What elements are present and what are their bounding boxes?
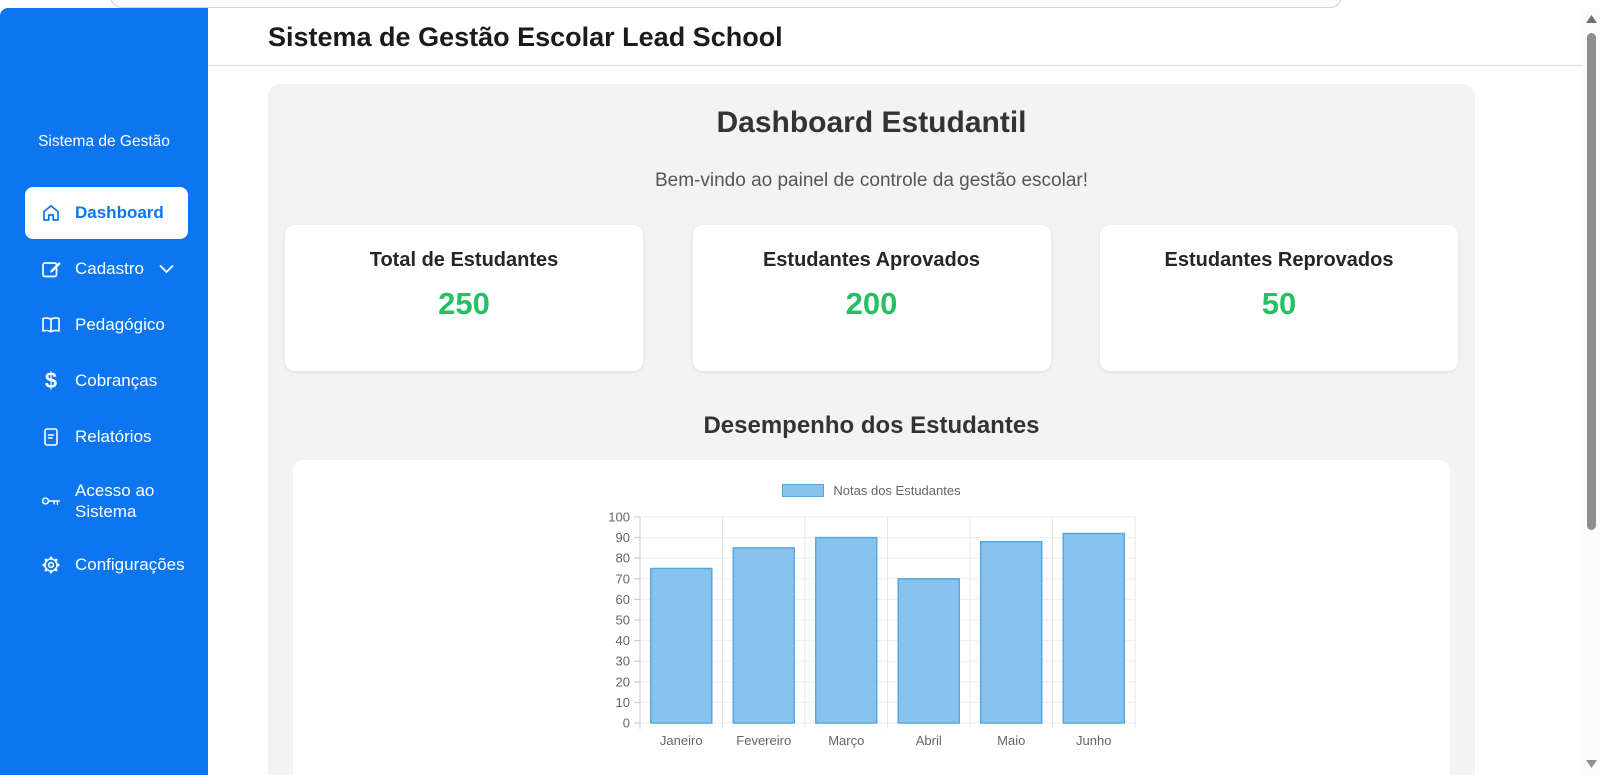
svg-text:60: 60: [615, 592, 629, 607]
avatar: [63, 27, 150, 114]
sidebar-brand: Sistema de Gestão: [38, 133, 170, 150]
sidebar-item-label: Cobranças: [75, 371, 158, 391]
sidebar-item-dashboard[interactable]: Dashboard: [25, 187, 188, 239]
chart-heading: Desempenho dos Estudantes: [703, 412, 1040, 439]
vertical-scrollbar[interactable]: [1583, 8, 1600, 775]
chart-canvas: 0 10 20 30 40 50 60 70 80 90 100 Janeiro Fevereiro Ma…: [608, 510, 1135, 748]
sidebar-menu: Dashboard Cadastro: [0, 187, 208, 591]
sidebar-item-label: Pedagógico: [75, 315, 165, 335]
sidebar-item-configuracoes[interactable]: Configurações: [0, 539, 208, 591]
scrollbar-thumb[interactable]: [1587, 33, 1596, 530]
page-header: Sistema de Gestão Escolar Lead School: [208, 8, 1583, 66]
svg-text:Janeiro: Janeiro: [659, 733, 702, 748]
svg-text:20: 20: [615, 674, 629, 689]
svg-text:Abril: Abril: [915, 733, 941, 748]
dollar-icon: $: [44, 368, 58, 393]
svg-text:0: 0: [622, 716, 629, 731]
edit-icon: [40, 258, 62, 280]
stat-card-total: Total de Estudantes 250: [285, 225, 643, 371]
chevron-down-icon: [159, 264, 174, 274]
svg-text:10: 10: [615, 695, 629, 710]
file-icon: [40, 426, 62, 448]
svg-text:90: 90: [615, 530, 629, 545]
dashboard-heading: Dashboard Estudantil: [716, 106, 1027, 139]
stat-card-title: Total de Estudantes: [369, 249, 559, 271]
svg-text:100: 100: [608, 510, 630, 525]
svg-text:Março: Março: [828, 733, 864, 748]
sidebar-item-cadastro[interactable]: Cadastro: [0, 243, 208, 295]
stat-card-value: 250: [438, 286, 490, 321]
svg-text:30: 30: [615, 654, 629, 669]
sidebar: Sistema de Gestão Dashboard Cadastro: [0, 8, 208, 775]
svg-text:50: 50: [615, 613, 629, 628]
book-icon: [40, 314, 62, 336]
sidebar-item-label: Relatórios: [75, 427, 152, 447]
scroll-down-icon[interactable]: [1583, 757, 1600, 771]
sidebar-item-label: Acesso ao Sistema: [75, 480, 155, 521]
sidebar-item-label: Cadastro: [75, 259, 144, 279]
svg-text:70: 70: [615, 571, 629, 586]
browser-address-bar[interactable]: [110, 0, 1342, 8]
stat-cards: Total de Estudantes 250 Estudantes Aprov…: [268, 225, 1475, 371]
svg-text:Junho: Junho: [1076, 733, 1111, 748]
legend-swatch: [782, 483, 825, 497]
welcome-text: Bem-vindo ao painel de controle da gestã…: [654, 170, 1089, 191]
chart-container: Notas dos Estudantes 0 10 20 30 40 50 60 70 80 90…: [293, 460, 1450, 775]
scroll-up-icon[interactable]: [1583, 12, 1600, 26]
sidebar-item-relatorios[interactable]: Relatórios: [0, 411, 208, 463]
stat-card-title: Estudantes Aprovados: [762, 249, 981, 271]
home-icon: [40, 202, 62, 224]
gear-icon: [40, 554, 62, 576]
sidebar-item-label: Dashboard: [75, 203, 164, 223]
svg-text:40: 40: [615, 633, 629, 648]
key-icon: [40, 490, 62, 512]
page-title: Sistema de Gestão Escolar Lead School: [268, 22, 783, 52]
stat-card-aprovados: Estudantes Aprovados 200: [692, 225, 1051, 371]
sidebar-item-pedagogico[interactable]: Pedagógico: [0, 299, 208, 351]
bar-chart: Notas dos Estudantes 0 10 20 30 40 50 60 70 80 90…: [602, 482, 1142, 751]
stat-card-value: 200: [845, 286, 898, 321]
svg-text:Fevereiro: Fevereiro: [736, 733, 791, 748]
sidebar-item-acesso-ao-sistema[interactable]: Acesso ao Sistema: [0, 467, 208, 535]
chart-legend: Notas dos Estudantes: [602, 482, 1142, 498]
stat-card-title: Estudantes Reprovados: [1164, 249, 1394, 271]
legend-label: Notas dos Estudantes: [833, 482, 961, 498]
svg-text:80: 80: [615, 551, 629, 566]
sidebar-item-cobrancas[interactable]: $ Cobranças: [0, 355, 208, 407]
svg-text:Maio: Maio: [997, 733, 1025, 748]
stat-card-value: 50: [1261, 286, 1297, 321]
stat-card-reprovados: Estudantes Reprovados 50: [1100, 225, 1458, 371]
sidebar-item-label: Configurações: [75, 555, 185, 575]
dashboard-panel: Dashboard Estudantil Bem-vindo ao painel…: [268, 84, 1475, 775]
main-content: Sistema de Gestão Escolar Lead School Da…: [208, 8, 1583, 775]
